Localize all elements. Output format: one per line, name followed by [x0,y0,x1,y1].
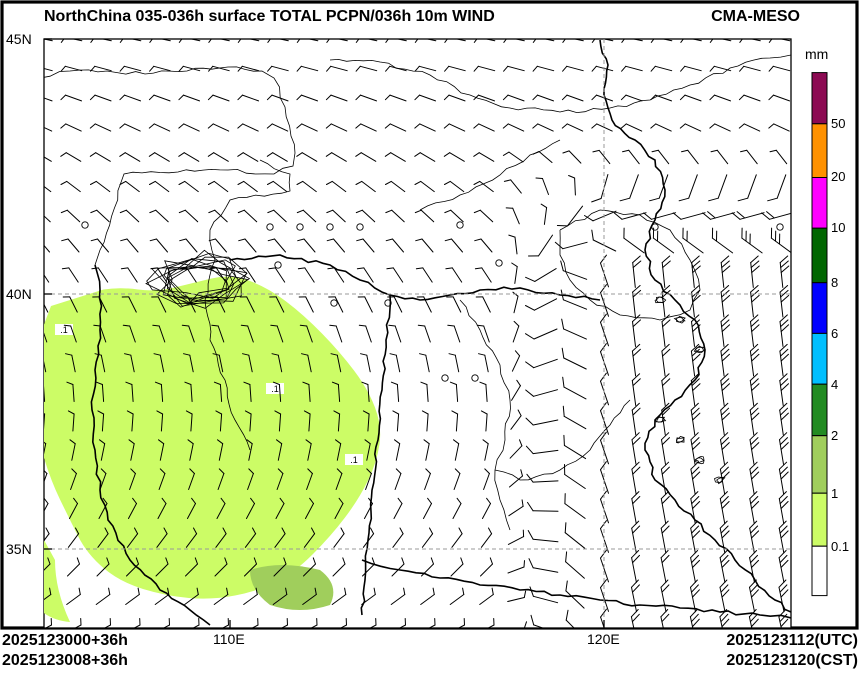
svg-text:.1: .1 [271,384,279,394]
svg-text:.1: .1 [60,325,68,335]
svg-text:.1: .1 [350,455,358,465]
